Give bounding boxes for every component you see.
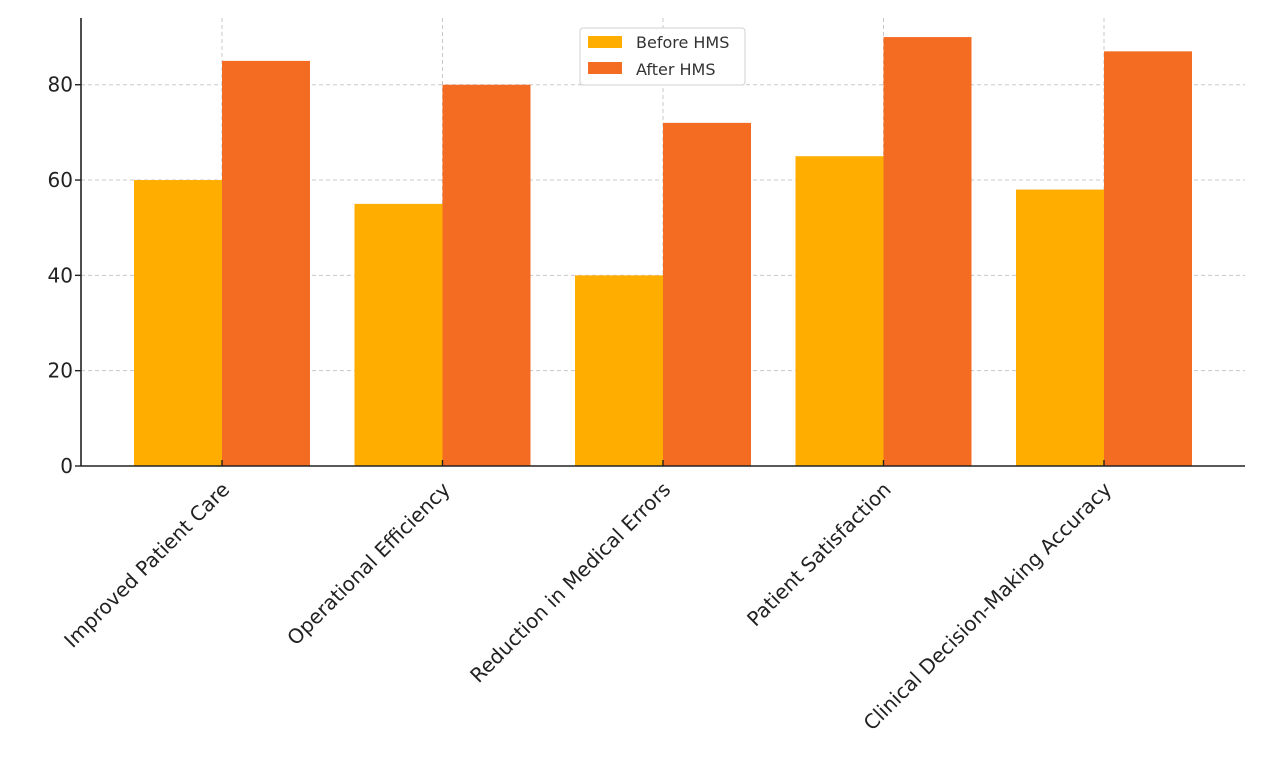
- bar-after-0: [222, 60, 310, 466]
- legend-label-before: Before HMS: [636, 33, 729, 52]
- bar-before-2: [575, 275, 663, 466]
- x-tick-label-3: Patient Satisfaction: [742, 477, 896, 631]
- x-tick-labels: Improved Patient Care Operational Efficie…: [59, 460, 1116, 735]
- x-tick-label-4: Clinical Decision-Making Accuracy: [859, 477, 1117, 735]
- legend-label-after: After HMS: [636, 60, 716, 79]
- bar-after-1: [442, 84, 531, 467]
- y-tick-label-3: 60: [48, 168, 73, 192]
- legend: Before HMS After HMS: [579, 27, 746, 86]
- bar-before-0: [134, 180, 222, 467]
- y-tick-label-2: 40: [48, 263, 73, 287]
- x-tick-label-1: Operational Efficiency: [282, 477, 455, 650]
- y-tick-label-4: 80: [48, 73, 73, 97]
- bar-after-4: [1104, 51, 1192, 467]
- legend-swatch-after: [588, 62, 622, 74]
- y-tick-labels: 0 20 40 60 80: [48, 73, 81, 478]
- x-tick-label-2: Reduction in Medical Errors: [465, 477, 675, 687]
- x-tick-label-0: Improved Patient Care: [59, 477, 234, 652]
- legend-swatch-before: [588, 36, 622, 48]
- bar-before-3: [795, 156, 884, 466]
- bar-after-3: [883, 37, 972, 466]
- bars: [134, 37, 1192, 467]
- bar-before-4: [1016, 189, 1104, 466]
- y-tick-label-1: 20: [48, 359, 73, 383]
- bar-after-2: [663, 122, 751, 466]
- y-tick-label-0: 0: [60, 454, 73, 478]
- bar-before-1: [354, 203, 443, 466]
